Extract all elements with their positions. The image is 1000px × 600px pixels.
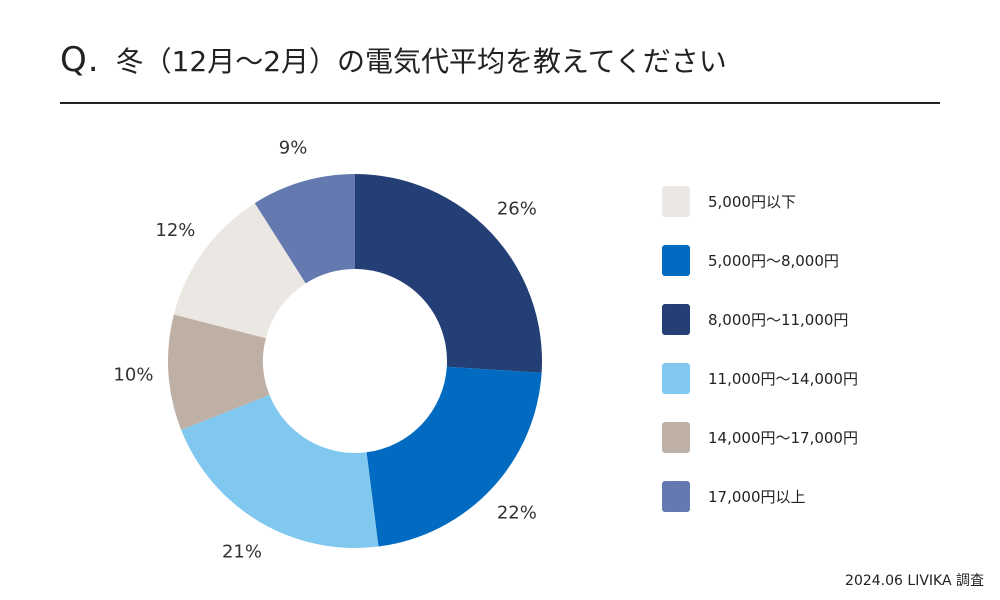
slice-percent-label: 22% (497, 502, 537, 523)
legend-label: 5,000円〜8,000円 (708, 252, 839, 270)
title-divider (60, 102, 940, 104)
slice-percent-label: 12% (155, 220, 195, 241)
slice-percent-label: 9% (279, 137, 308, 158)
donut-slice (173, 203, 306, 339)
page-title: 冬（12月〜2月）の電気代平均を教えてください (115, 45, 727, 78)
legend-swatch (662, 245, 690, 276)
slice-percent-label: 26% (497, 199, 537, 220)
question-mark-label: Q. (60, 40, 100, 80)
legend-swatch (662, 186, 690, 217)
legend-swatch (662, 481, 690, 512)
donut-slice (181, 394, 379, 548)
legend-swatch (662, 363, 690, 394)
legend-item: 17,000円以上 (662, 480, 962, 513)
legend-item: 11,000円〜14,000円 (662, 362, 962, 395)
donut-slice (355, 174, 542, 373)
legend-swatch (662, 304, 690, 335)
donut-slice (254, 174, 355, 284)
legend-item: 14,000円〜17,000円 (662, 421, 962, 454)
title-row: Q. 冬（12月〜2月）の電気代平均を教えてください (60, 40, 940, 86)
legend-label: 11,000円〜14,000円 (708, 370, 858, 388)
legend-label: 5,000円以下 (708, 193, 796, 211)
legend: 5,000円以下 5,000円〜8,000円 8,000円〜11,000円 11… (662, 185, 962, 539)
legend-item: 5,000円以下 (662, 185, 962, 218)
legend-label: 14,000円〜17,000円 (708, 429, 858, 447)
legend-swatch (662, 422, 690, 453)
legend-label: 8,000円〜11,000円 (708, 311, 849, 329)
legend-item: 8,000円〜11,000円 (662, 303, 962, 336)
donut-chart: 26% 22% 21% 10% 12% 9% (113, 137, 542, 563)
legend-label: 17,000円以上 (708, 488, 806, 506)
source-note: 2024.06 LIVIKA 調査 (845, 573, 984, 589)
donut-slice (366, 366, 542, 547)
slice-percent-label: 10% (113, 364, 153, 385)
legend-item: 5,000円〜8,000円 (662, 244, 962, 277)
slice-percent-label: 21% (222, 542, 262, 563)
donut-slice (168, 314, 270, 430)
